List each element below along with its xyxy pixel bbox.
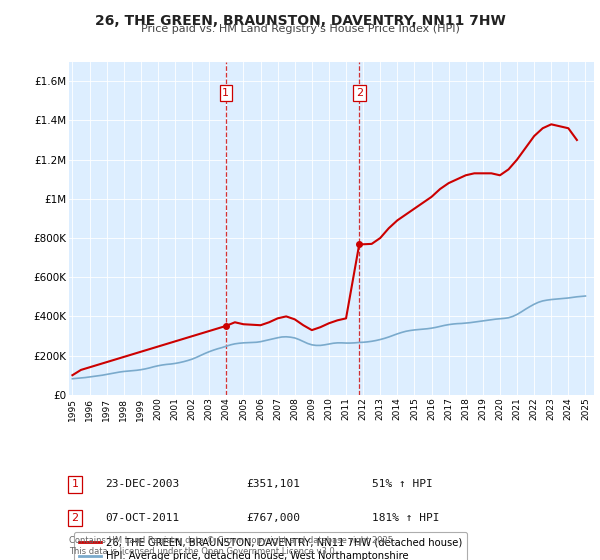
Text: 2: 2	[71, 513, 79, 523]
Text: 1: 1	[223, 88, 229, 98]
Text: Price paid vs. HM Land Registry's House Price Index (HPI): Price paid vs. HM Land Registry's House …	[140, 24, 460, 34]
Text: £767,000: £767,000	[246, 513, 300, 523]
Text: Contains HM Land Registry data © Crown copyright and database right 2025.
This d: Contains HM Land Registry data © Crown c…	[69, 536, 395, 556]
Text: 26, THE GREEN, BRAUNSTON, DAVENTRY, NN11 7HW: 26, THE GREEN, BRAUNSTON, DAVENTRY, NN11…	[95, 14, 505, 28]
Legend: 26, THE GREEN, BRAUNSTON, DAVENTRY, NN11 7HW (detached house), HPI: Average pric: 26, THE GREEN, BRAUNSTON, DAVENTRY, NN11…	[74, 533, 467, 560]
Text: 2: 2	[356, 88, 363, 98]
Text: £351,101: £351,101	[246, 479, 300, 489]
Text: 23-DEC-2003: 23-DEC-2003	[105, 479, 179, 489]
Text: 1: 1	[71, 479, 79, 489]
Text: 07-OCT-2011: 07-OCT-2011	[105, 513, 179, 523]
Text: 181% ↑ HPI: 181% ↑ HPI	[372, 513, 439, 523]
Text: 51% ↑ HPI: 51% ↑ HPI	[372, 479, 433, 489]
